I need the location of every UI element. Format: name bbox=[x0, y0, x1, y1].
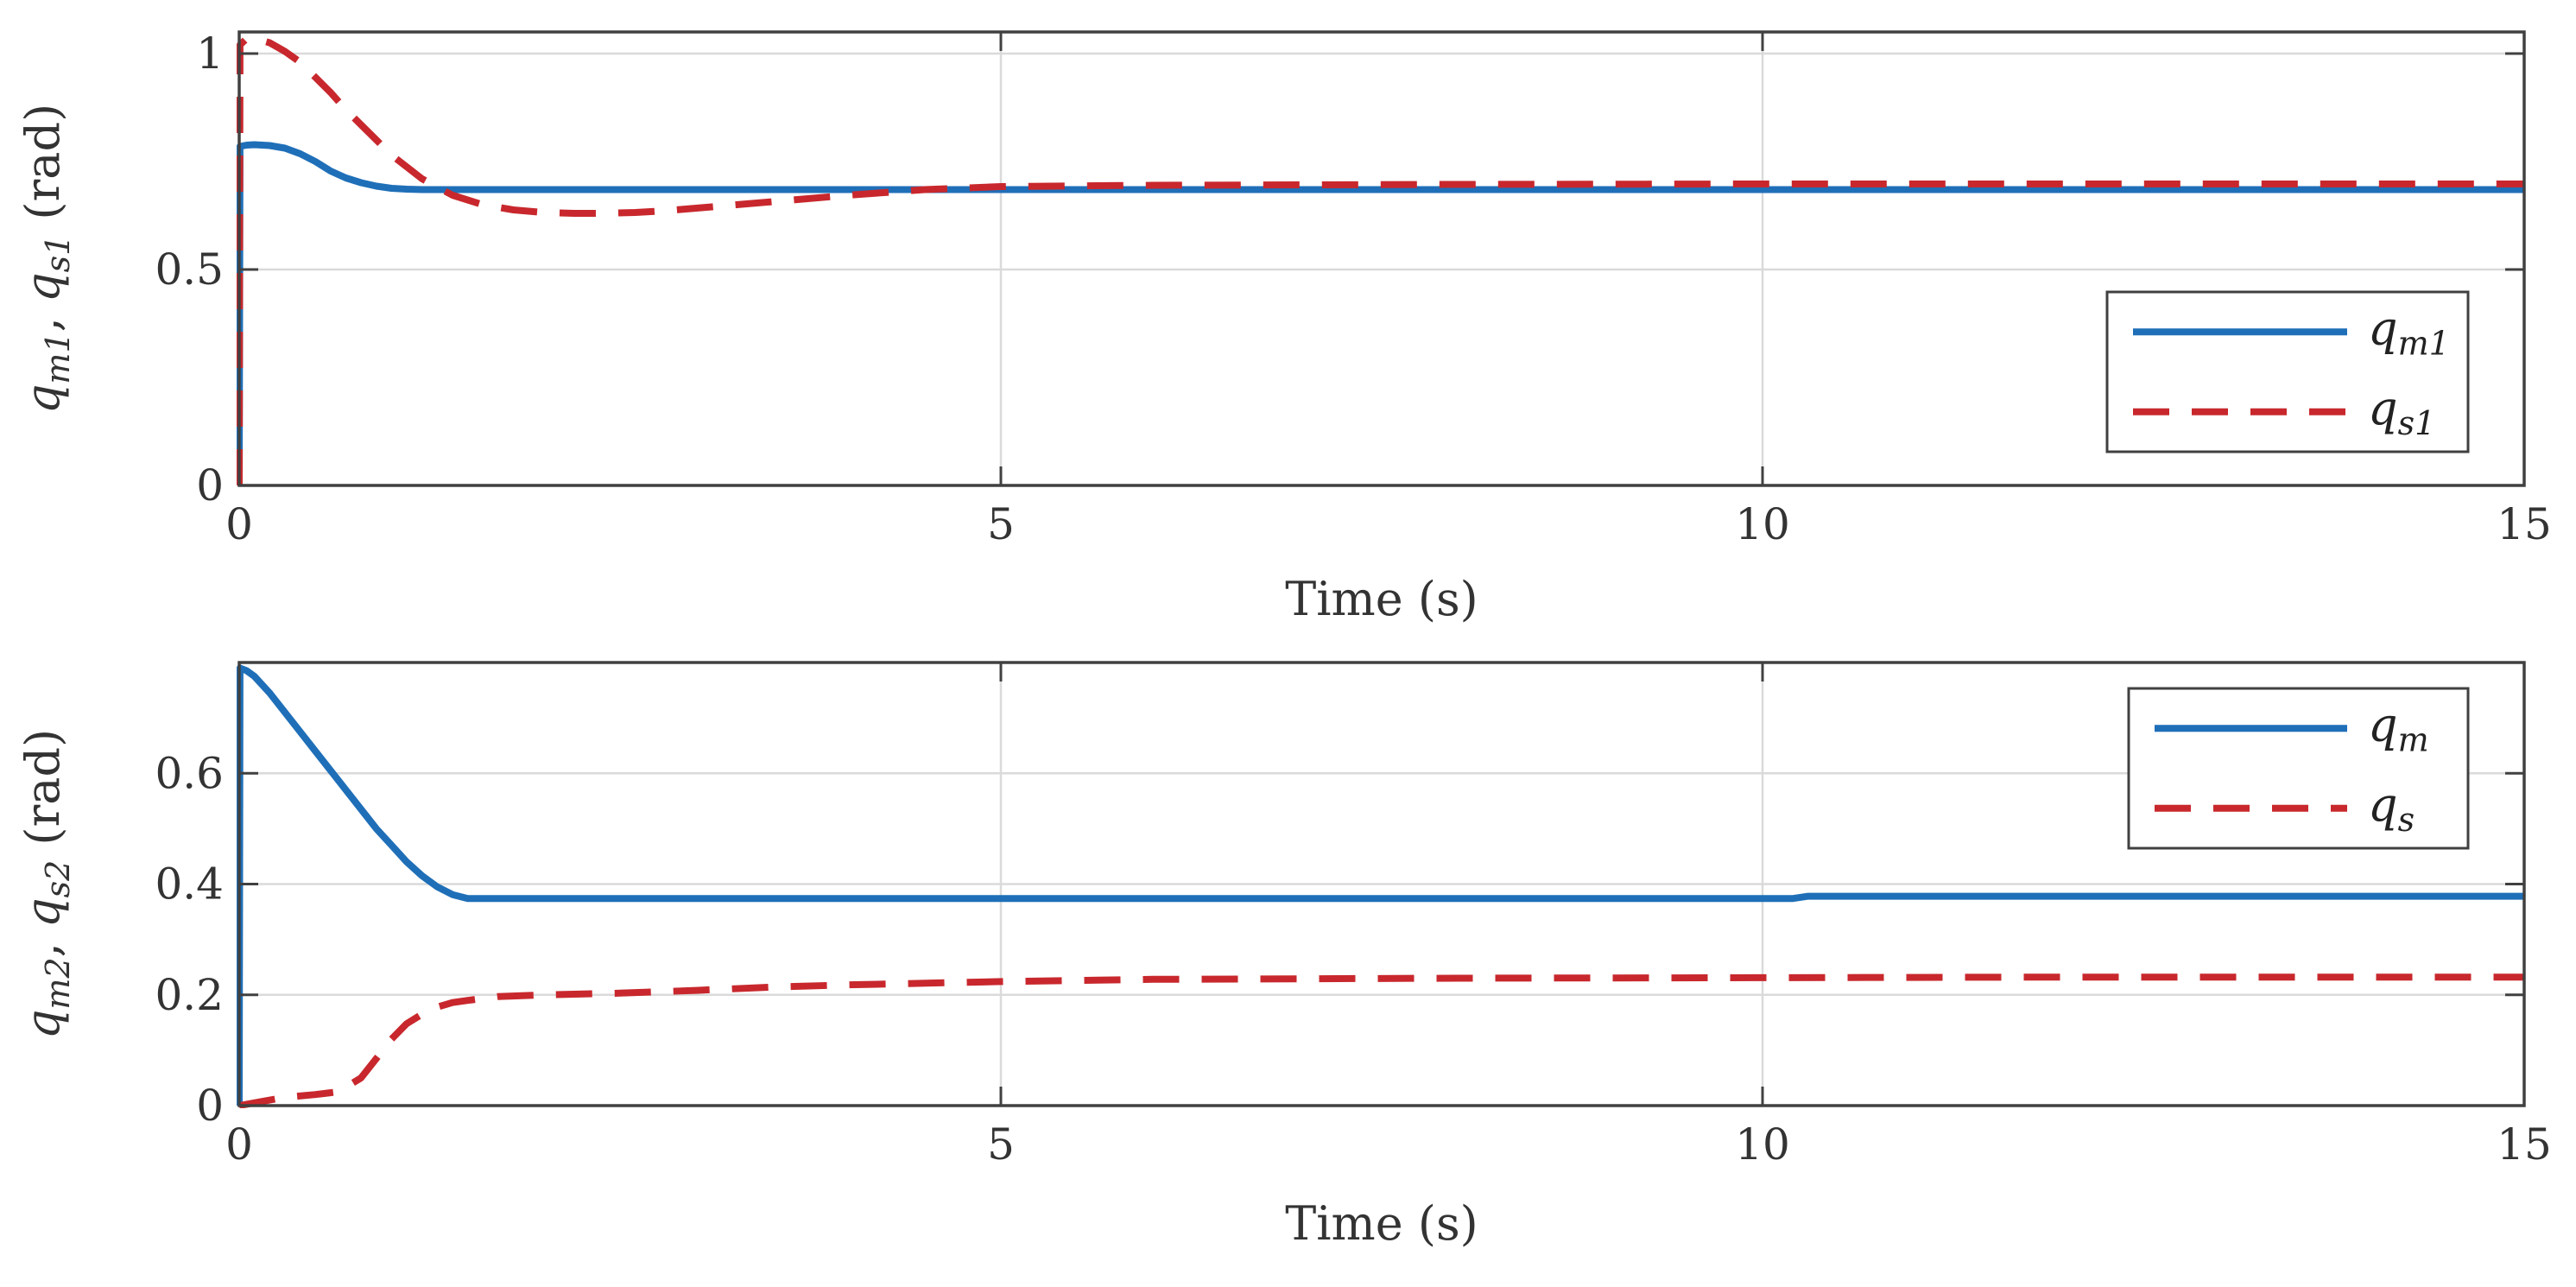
legend: qm qs bbox=[2127, 687, 2470, 850]
x-axis-label: Time (s) bbox=[1285, 572, 1478, 626]
legend-box bbox=[2105, 290, 2470, 453]
x-tick-label: 15 bbox=[2497, 1119, 2552, 1170]
y-tick-label: 0.6 bbox=[155, 748, 224, 798]
x-tick-label: 0 bbox=[225, 1119, 253, 1170]
series-line-q-s1 bbox=[237, 35, 2524, 486]
series-line-q-m1 bbox=[237, 141, 2524, 486]
series-line-q-s bbox=[238, 973, 2524, 1108]
legend-label-q-m: qm bbox=[2368, 697, 2429, 758]
legend-label-q-s1: qs1 bbox=[2368, 381, 2435, 442]
x-tick-label: 0 bbox=[225, 499, 253, 549]
x-tick-label: 5 bbox=[987, 1119, 1015, 1170]
x-tick-label: 10 bbox=[1735, 1119, 1790, 1170]
series-group bbox=[237, 664, 2524, 1108]
y-tick-label: 0.5 bbox=[155, 244, 224, 295]
axes-box bbox=[237, 30, 2526, 487]
legend-label-q-m1: qm1 bbox=[2368, 301, 2450, 362]
x-tick-label: 10 bbox=[1735, 499, 1790, 549]
x-axis-label: Time (s) bbox=[1285, 1196, 1478, 1251]
y-tick-label: 0 bbox=[196, 460, 224, 510]
legend-box bbox=[2127, 687, 2470, 850]
y-tick-label: 1 bbox=[196, 29, 224, 79]
series-line-q-m bbox=[237, 664, 2524, 1106]
x-tick-label: 15 bbox=[2497, 499, 2552, 549]
legend-label-q-s: qs bbox=[2368, 777, 2415, 839]
y-tick-label: 0 bbox=[196, 1081, 224, 1131]
chart-bottom: 0 5 10 15 0 0.2 0.4 0.6 Time (s) qm2, qs2 (rad) qm… bbox=[16, 661, 2552, 1251]
x-tick-label: 5 bbox=[987, 499, 1015, 549]
series-group bbox=[237, 35, 2524, 486]
y-tick-label: 0.2 bbox=[155, 970, 224, 1020]
y-axis-label: qm1, qs1 (rad) bbox=[16, 104, 77, 414]
y-axis-label: qm2, qs2 (rad) bbox=[16, 729, 77, 1039]
y-tick-label: 0.4 bbox=[155, 859, 224, 910]
